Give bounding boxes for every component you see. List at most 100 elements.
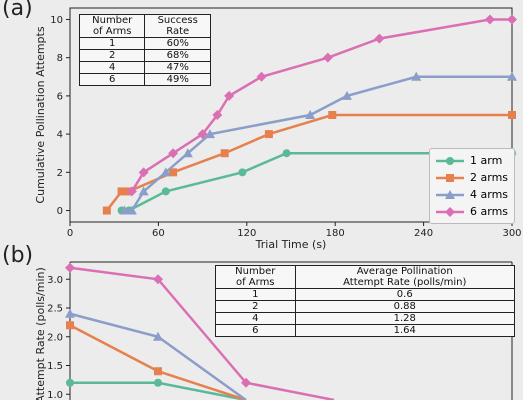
data-point [182, 148, 193, 158]
series-4-arms [119, 71, 517, 215]
data-point [66, 378, 74, 387]
series-line [124, 75, 512, 212]
data-point [126, 186, 137, 197]
series-line [69, 266, 335, 400]
table-cell: 2 [78, 49, 146, 62]
data-point [153, 331, 163, 341]
y-axis-label: Attempt Rate (polls/min) [34, 267, 47, 400]
table-row: 4 1.28 [215, 312, 515, 325]
y-axis-label: Cumulative Pollination Attempts [34, 26, 47, 203]
legend-item: 2 arms [436, 169, 508, 186]
legend-label: 6 arms [470, 205, 509, 218]
table-cell: 2 [215, 300, 296, 313]
x-tick-label: 240 [414, 228, 433, 239]
y-tick-label: 3.0 [47, 275, 63, 286]
table-cell: 49% [144, 73, 211, 86]
data-point [102, 206, 111, 215]
data-point [322, 52, 333, 63]
data-point [507, 14, 517, 25]
y-tick-label: 2 [57, 168, 63, 179]
legend-label: 4 arms [470, 188, 509, 201]
data-point [161, 187, 170, 196]
y-tick-label: 0 [57, 206, 63, 217]
table-header-rate: Average Pollination Attempt Rate (polls/… [294, 265, 515, 289]
table-cell: 47% [144, 61, 211, 74]
legend-item: 1 arm [436, 152, 508, 169]
table-cell: 1 [78, 37, 146, 50]
data-point [153, 274, 163, 285]
data-point [126, 205, 137, 215]
data-point [154, 367, 162, 376]
legend-marker [436, 156, 464, 165]
series-4-arms [65, 308, 247, 400]
table-header-arms: Number of Arms [78, 14, 146, 38]
data-point [117, 187, 126, 196]
panel-b-label: (b) [2, 243, 34, 268]
data-point [411, 71, 422, 81]
data-point [374, 33, 385, 44]
series-6-arms [65, 262, 335, 400]
table-header-row: Number of Arms Success Rate [78, 14, 211, 38]
data-point [119, 205, 130, 215]
data-point [328, 111, 337, 119]
data-point [65, 262, 75, 273]
table-row: 4 47% [78, 61, 211, 74]
data-point [169, 168, 178, 177]
y-tick-label: 2.0 [47, 332, 63, 343]
table-row: 1 60% [78, 37, 211, 50]
x-tick-label: 0 [67, 228, 73, 239]
table-row: 2 0.88 [215, 300, 515, 313]
legend-marker [436, 173, 464, 182]
data-point [138, 186, 149, 196]
x-axis-label: Trial Time (s) [255, 238, 327, 251]
y-tick-label: 8 [57, 53, 63, 64]
data-point [508, 111, 516, 119]
series-6-arms [126, 14, 517, 197]
series-1-arm [66, 378, 247, 400]
data-point [224, 90, 235, 101]
legend-marker [436, 189, 464, 199]
data-point [220, 149, 229, 158]
legend-label: 2 arms [470, 171, 509, 184]
table-row: 2 68% [78, 49, 211, 62]
data-point [256, 71, 267, 82]
data-point [212, 110, 223, 120]
table-row: 6 1.64 [215, 324, 515, 337]
data-point [241, 377, 251, 388]
panel-a-label: (a) [2, 0, 33, 21]
data-point [507, 71, 517, 81]
data-point [138, 167, 149, 178]
data-point [305, 110, 316, 119]
table-header-arms: Number of Arms [215, 265, 296, 289]
y-tick-label: 10 [50, 15, 63, 26]
table-cell: 0.88 [294, 300, 515, 313]
data-point [154, 378, 162, 387]
y-tick-label: 1.0 [47, 390, 63, 400]
legend-marker [436, 206, 464, 217]
data-point [197, 129, 208, 140]
data-point [65, 308, 75, 318]
legend-item: 6 arms [436, 203, 508, 220]
x-tick-label: 180 [326, 228, 345, 239]
data-point [168, 148, 179, 159]
data-point [264, 130, 273, 139]
data-point [282, 149, 291, 158]
table-cell: 6 [78, 73, 146, 86]
table-cell: 1.64 [294, 324, 515, 337]
table-row: 1 0.6 [215, 288, 515, 301]
y-tick-label: 1.5 [47, 361, 63, 372]
y-tick-label: 6 [57, 91, 63, 102]
table-row: 6 49% [78, 73, 211, 86]
table-cell: 6 [215, 324, 296, 337]
table-header-rate: Success Rate [144, 14, 211, 38]
legend: 1 arm 2 arms 4 arms 6 arms [429, 148, 516, 224]
table-cell: 4 [215, 312, 296, 325]
legend-label: 1 arm [470, 154, 503, 167]
table-cell: 1.28 [294, 312, 515, 325]
series-2-arms [66, 321, 247, 400]
table-cell: 0.6 [294, 288, 515, 301]
data-point [66, 321, 74, 330]
data-point [204, 129, 215, 139]
